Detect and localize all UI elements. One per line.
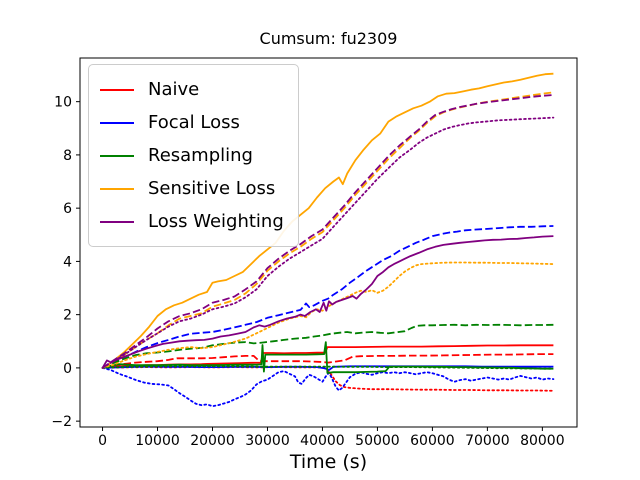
legend-label: Sensitive Loss <box>148 177 276 199</box>
x-tick-label: 30000 <box>245 433 290 449</box>
x-tick-label: 50000 <box>355 433 400 449</box>
x-axis-label: Time (s) <box>289 451 368 473</box>
x-tick-label: 60000 <box>410 433 455 449</box>
legend-label: Naive <box>148 78 200 100</box>
legend-line-swatch <box>100 88 134 91</box>
legend-item-sensitive-loss: Sensitive Loss <box>100 172 284 205</box>
x-tick-label: 70000 <box>465 433 510 449</box>
series-focal-loss-dashed <box>102 225 554 369</box>
series-loss-weighting-dashed <box>101 94 554 369</box>
legend-line-swatch <box>100 220 134 223</box>
y-tick-label: 2 <box>63 308 72 324</box>
series-resampling-dotted <box>101 365 555 370</box>
legend-line-swatch <box>100 187 134 190</box>
y-tick-label: 6 <box>63 201 72 217</box>
x-tick-label: 40000 <box>300 433 345 449</box>
legend-label: Resampling <box>148 144 253 166</box>
chart-title: Cumsum: fu2309 <box>259 29 398 48</box>
legend-label: Loss Weighting <box>148 210 284 232</box>
series-focal-loss-dotted <box>101 367 555 408</box>
x-tick-label: 80000 <box>520 433 565 449</box>
series-resampling-dashed <box>102 323 554 369</box>
legend-line-swatch <box>100 121 134 124</box>
series-sensitive-loss-dotted <box>101 261 555 369</box>
axes-spines <box>79 57 578 428</box>
series-loss-weighting-dotted <box>101 116 555 369</box>
legend-item-focal-loss: Focal Loss <box>100 106 284 139</box>
y-tick-label: −2 <box>51 414 72 430</box>
y-tick-label: 0 <box>63 361 72 377</box>
legend-item-loss-weighting: Loss Weighting <box>100 205 284 238</box>
x-tick-label: 20000 <box>190 433 235 449</box>
legend-box: Naive Focal Loss Resampling Sensitive Loss L… <box>88 64 299 247</box>
x-tick-label: 0 <box>98 433 107 449</box>
series-sensitive-loss-solid <box>102 72 554 369</box>
series-loss-weighting-solid <box>101 235 554 369</box>
y-tick-label: 8 <box>63 148 72 164</box>
legend-item-resampling: Resampling <box>100 139 284 172</box>
legend-line-swatch <box>100 154 134 157</box>
x-tick-label: 10000 <box>135 433 180 449</box>
y-tick-label: 10 <box>54 95 72 111</box>
legend-item-naive: Naive <box>100 73 284 106</box>
y-tick-label: 4 <box>63 254 72 270</box>
series-naive-dashed <box>102 353 554 369</box>
legend-label: Focal Loss <box>148 111 240 133</box>
